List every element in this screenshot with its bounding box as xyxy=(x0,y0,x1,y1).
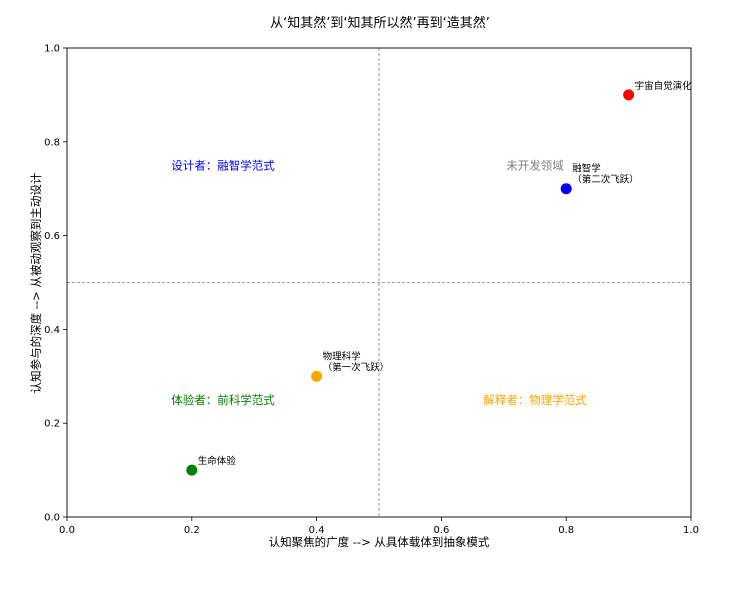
point-0 xyxy=(186,464,198,476)
point-label-3-0: 宇宙自觉演化 xyxy=(635,80,693,92)
x-tick-label-0: 0.0 xyxy=(59,525,75,536)
chart-title: 从‘知其然’到‘知其所以然’再到‘造其然’ xyxy=(270,15,490,31)
quadrant-label-2: 设计者：融智学范式 xyxy=(171,158,275,172)
quadrant-label-0: 体验者：前科学范式 xyxy=(171,393,275,407)
point-label-1-1: （第一次飞跃） xyxy=(323,361,390,373)
y-tick-label-4: 0.8 xyxy=(44,137,60,148)
x-tick-label-3: 0.6 xyxy=(433,525,449,536)
point-3 xyxy=(623,89,635,101)
quadrant-label-3: 未开发领域 xyxy=(506,158,564,172)
y-tick-label-3: 0.6 xyxy=(44,231,60,242)
point-2 xyxy=(560,183,572,195)
plot-area: 0.0 0.2 0.4 0.6 0.8 1.0 0.0 0.2 0.4 0.6 0.8 1.0 体验者：… xyxy=(44,44,699,537)
x-axis-label: 认知聚焦的广度 --> 从具体载体到抽象模式 xyxy=(269,535,490,549)
x-tick-label-4: 0.8 xyxy=(558,525,574,536)
y-tick-label-2: 0.4 xyxy=(44,325,60,336)
x-tick-label-5: 1.0 xyxy=(683,525,699,536)
point-label-1-0: 物理科学 xyxy=(323,350,361,362)
point-label-0-0: 生命体验 xyxy=(198,455,237,467)
x-tick-label-1: 0.2 xyxy=(184,525,200,536)
y-tick-label-5: 1.0 xyxy=(44,44,60,55)
plot-frame xyxy=(66,47,692,518)
x-tick-label-2: 0.4 xyxy=(309,525,325,536)
y-tick-label-1: 0.2 xyxy=(44,419,60,430)
point-1 xyxy=(311,370,323,382)
y-tick-label-0: 0.0 xyxy=(44,513,60,524)
point-label-2-0: 融智学 xyxy=(572,163,601,175)
point-label-2-1: （第二次飞跃） xyxy=(572,174,639,186)
quadrant-label-1: 解释者：物理学范式 xyxy=(483,393,587,407)
y-axis-label: 认知参与的深度 --> 从被动观察到主动设计 xyxy=(29,172,43,393)
